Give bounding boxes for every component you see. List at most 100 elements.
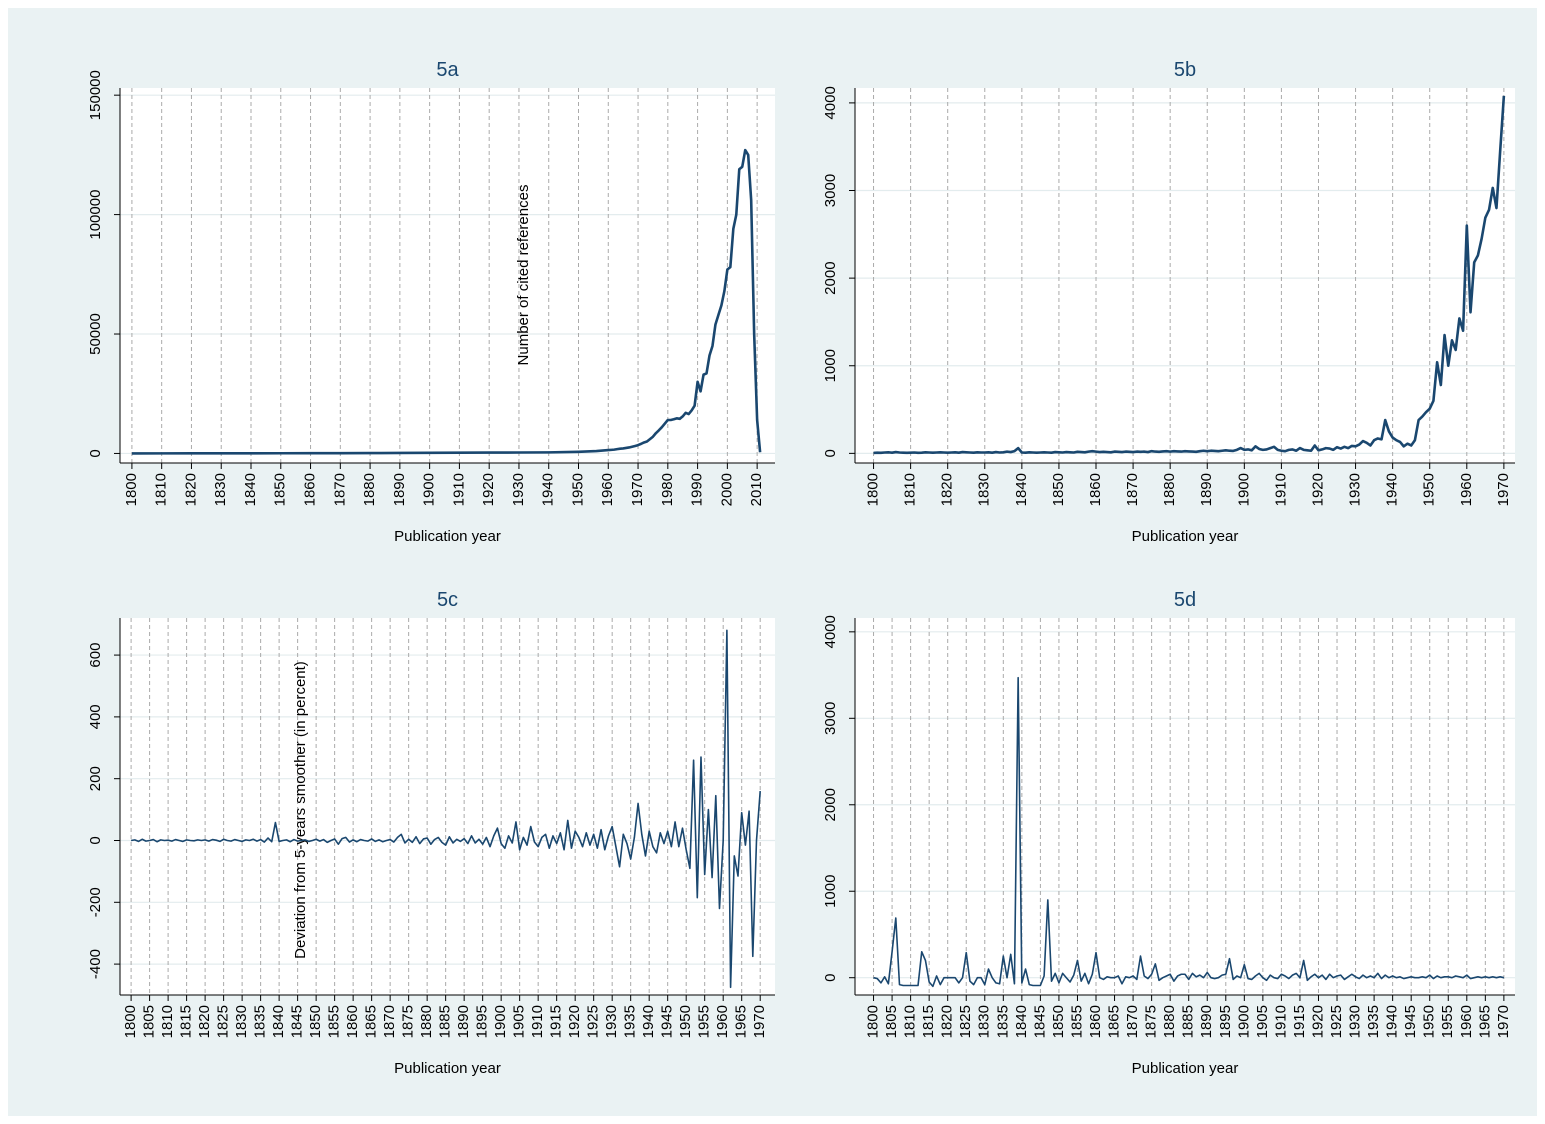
x-tick-label: 1945 <box>1402 1005 1419 1038</box>
x-tick-label: 1965 <box>1476 1005 1493 1038</box>
x-tick-label: 1895 <box>1217 1005 1234 1038</box>
x-tick-label: 1920 <box>566 1005 583 1038</box>
x-tick-label: 1840 <box>1013 473 1030 506</box>
x-tick-label: 1820 <box>939 1005 956 1038</box>
panel-title: 5c <box>437 589 458 611</box>
x-tick-label: 1845 <box>1031 1005 1048 1038</box>
x-tick-label: 1960 <box>1458 473 1475 506</box>
x-tick-label: 1820 <box>196 1005 213 1038</box>
x-tick-label: 1820 <box>182 473 199 506</box>
y-tick-label: 150000 <box>87 70 104 120</box>
x-tick-label: 1885 <box>437 1005 454 1038</box>
x-tick-label: 1815 <box>920 1005 937 1038</box>
x-tick-label: 1930 <box>1347 473 1364 506</box>
x-tick-label: 1920 <box>1309 1005 1326 1038</box>
x-tick-label: 1840 <box>270 1005 287 1038</box>
x-tick-label: 1830 <box>212 473 229 506</box>
x-tick-label: 1970 <box>629 473 646 506</box>
data-line <box>130 629 761 989</box>
x-tick-label: 1940 <box>540 473 557 506</box>
y-tick-label: 4000 <box>822 86 839 119</box>
x-tick-label: 1930 <box>510 473 527 506</box>
panel: 5a 0 50000 100000 150000 1800 1810 1820 1830 1840… <box>87 59 775 545</box>
y-tick-label: 0 <box>822 974 839 982</box>
x-tick-label: 2000 <box>718 473 735 506</box>
x-tick-label: 1970 <box>1495 1005 1512 1038</box>
x-tick-label: 1865 <box>1106 1005 1123 1038</box>
x-tick-label: 1955 <box>1439 1005 1456 1038</box>
x-tick-label: 1970 <box>1495 473 1512 506</box>
y-tick-label: -200 <box>87 887 104 917</box>
x-tick-label: 1915 <box>548 1005 565 1038</box>
x-tick-label: 1980 <box>659 473 676 506</box>
x-tick-label: 1880 <box>418 1005 435 1038</box>
x-tick-label: 1835 <box>252 1005 269 1038</box>
x-tick-label: 1865 <box>363 1005 380 1038</box>
x-tick-label: 1860 <box>344 1005 361 1038</box>
y-tick-label: 0 <box>87 449 104 457</box>
x-axis-label: Publication year <box>1132 528 1239 545</box>
x-tick-label: 1950 <box>677 1005 694 1038</box>
x-tick-label: 1890 <box>1198 473 1215 506</box>
y-tick-label: 1000 <box>822 875 839 908</box>
y-tick-label: 0 <box>822 449 839 457</box>
x-tick-label: 1810 <box>159 1005 176 1038</box>
x-tick-label: 1950 <box>1421 1005 1438 1038</box>
x-tick-label: 1855 <box>1068 1005 1085 1038</box>
x-tick-label: 1900 <box>1235 1005 1252 1038</box>
x-tick-label: 1890 <box>1198 1005 1215 1038</box>
plot-area <box>855 618 1515 995</box>
x-tick-label: 1910 <box>1272 1005 1289 1038</box>
x-tick-label: 1830 <box>233 1005 250 1038</box>
x-tick-label: 1960 <box>599 473 616 506</box>
x-tick-label: 1840 <box>1013 1005 1030 1038</box>
x-tick-label: 1850 <box>272 473 289 506</box>
data-line <box>873 676 1505 988</box>
x-tick-label: 1850 <box>1050 473 1067 506</box>
x-tick-label: 1940 <box>640 1005 657 1038</box>
x-tick-label: 1800 <box>865 473 882 506</box>
x-tick-label: 1905 <box>1254 1005 1271 1038</box>
x-tick-label: 1950 <box>569 473 586 506</box>
x-axis-label: Publication year <box>394 528 501 545</box>
x-tick-label: 1990 <box>689 473 706 506</box>
x-tick-label: 1920 <box>480 473 497 506</box>
x-tick-label: 1810 <box>902 1005 919 1038</box>
x-tick-label: 1820 <box>939 473 956 506</box>
x-tick-label: 1920 <box>1309 473 1326 506</box>
y-tick-label: 2000 <box>822 788 839 821</box>
x-tick-label: 1940 <box>1384 1005 1401 1038</box>
x-tick-label: 1825 <box>215 1005 232 1038</box>
x-tick-label: 1805 <box>883 1005 900 1038</box>
plot-area <box>855 88 1515 463</box>
x-tick-label: 1810 <box>153 473 170 506</box>
x-tick-label: 1870 <box>381 1005 398 1038</box>
x-tick-label: 1835 <box>994 1005 1011 1038</box>
y-axis-label: Deviation from 5-years smoother (in perc… <box>292 661 309 959</box>
x-tick-label: 1860 <box>302 473 319 506</box>
x-tick-label: 1880 <box>1161 473 1178 506</box>
y-tick-label: 2000 <box>822 261 839 294</box>
x-tick-label: 1940 <box>1384 473 1401 506</box>
x-tick-label: 1850 <box>1050 1005 1067 1038</box>
x-tick-label: 1800 <box>122 1005 139 1038</box>
x-tick-label: 1915 <box>1291 1005 1308 1038</box>
x-tick-label: 1855 <box>326 1005 343 1038</box>
x-tick-label: 1905 <box>511 1005 528 1038</box>
x-tick-label: 1935 <box>1365 1005 1382 1038</box>
panel-title: 5a <box>436 59 459 81</box>
x-tick-label: 1875 <box>1143 1005 1160 1038</box>
x-tick-label: 1880 <box>1161 1005 1178 1038</box>
y-tick-label: 3000 <box>822 174 839 207</box>
x-tick-label: 1890 <box>455 1005 472 1038</box>
plot-area <box>120 618 775 995</box>
x-tick-label: 1870 <box>1124 1005 1141 1038</box>
y-tick-label: 1000 <box>822 349 839 382</box>
x-tick-label: 1895 <box>474 1005 491 1038</box>
x-tick-label: 1925 <box>585 1005 602 1038</box>
x-tick-label: 1885 <box>1180 1005 1197 1038</box>
x-tick-label: 1850 <box>307 1005 324 1038</box>
x-tick-label: 1910 <box>1272 473 1289 506</box>
x-tick-label: 1800 <box>123 473 140 506</box>
